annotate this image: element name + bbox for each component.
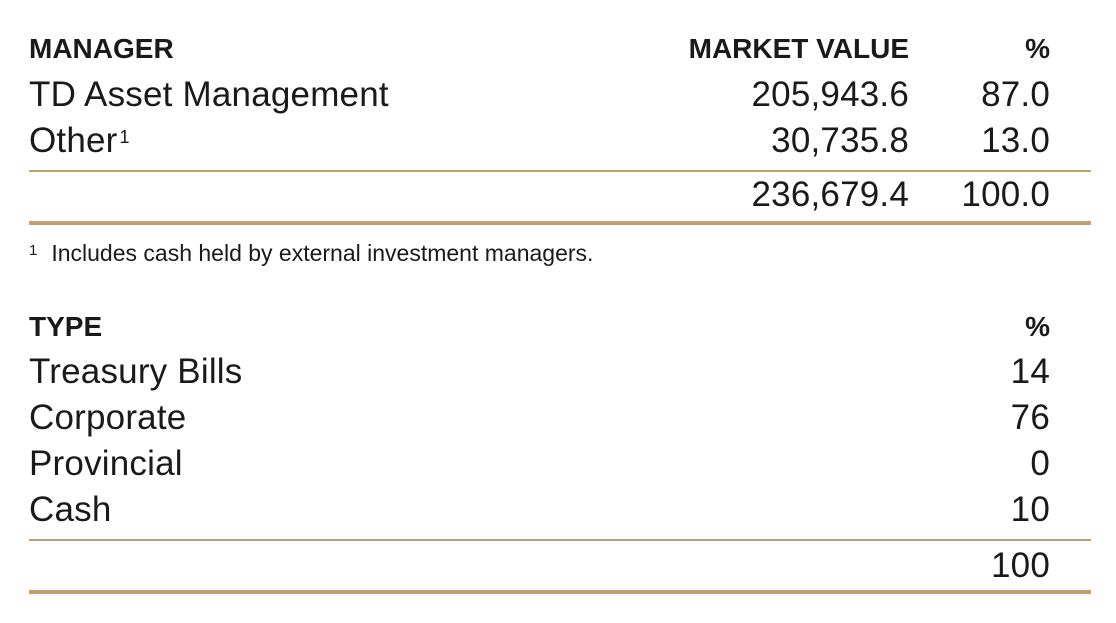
table-row: Corporate 76 <box>29 395 1091 441</box>
divider <box>29 539 1091 541</box>
footnote-marker: 1 <box>29 242 38 259</box>
manager-column-header: MANAGER <box>29 33 174 64</box>
total-market-value: 236,679.4 <box>751 175 909 214</box>
table-row: Provincial 0 <box>29 441 1091 487</box>
total-percent: 100 <box>991 546 1050 585</box>
table-row: Treasury Bills 14 <box>29 349 1091 395</box>
manager-table-header: MANAGER MARKET VALUE % <box>29 26 1091 72</box>
table-row: Other 1 30,735.8 13.0 <box>29 118 1091 164</box>
type-total-row: 100 <box>29 543 1091 589</box>
percent-column-header: % <box>1025 33 1050 64</box>
percent-value: 0 <box>1030 444 1050 483</box>
table-row: Cash 10 <box>29 487 1091 533</box>
table-row: TD Asset Management 205,943.6 87.0 <box>29 72 1091 118</box>
percent-value: 13.0 <box>981 121 1050 160</box>
manager-total-row: 236,679.4 100.0 <box>29 172 1091 218</box>
footnote: 1 Includes cash held by external investme… <box>29 238 593 268</box>
type-name: Corporate <box>29 398 187 437</box>
market-value: 205,943.6 <box>751 75 909 114</box>
percent-value: 10 <box>1010 490 1050 529</box>
manager-name: TD Asset Management <box>29 75 389 114</box>
type-table-header: TYPE % <box>29 304 1091 350</box>
divider <box>29 170 1091 172</box>
section-rule <box>29 590 1091 594</box>
percent-column-header: % <box>1025 311 1050 342</box>
type-name: Cash <box>29 490 112 529</box>
type-name: Provincial <box>29 444 183 483</box>
manager-name-cell: Other 1 <box>29 118 130 164</box>
type-column-header: TYPE <box>29 311 103 342</box>
percent-value: 14 <box>1010 352 1050 391</box>
percent-value: 76 <box>1010 398 1050 437</box>
footnote-text: Includes cash held by external investmen… <box>51 240 594 266</box>
percent-value: 87.0 <box>981 75 1050 114</box>
market-value: 30,735.8 <box>771 121 909 160</box>
footnote-reference: 1 <box>119 127 130 147</box>
section-rule <box>29 221 1091 225</box>
total-percent: 100.0 <box>961 175 1050 214</box>
manager-name: Other <box>29 121 118 160</box>
type-name: Treasury Bills <box>29 352 243 391</box>
market-value-column-header: MARKET VALUE <box>688 33 909 64</box>
